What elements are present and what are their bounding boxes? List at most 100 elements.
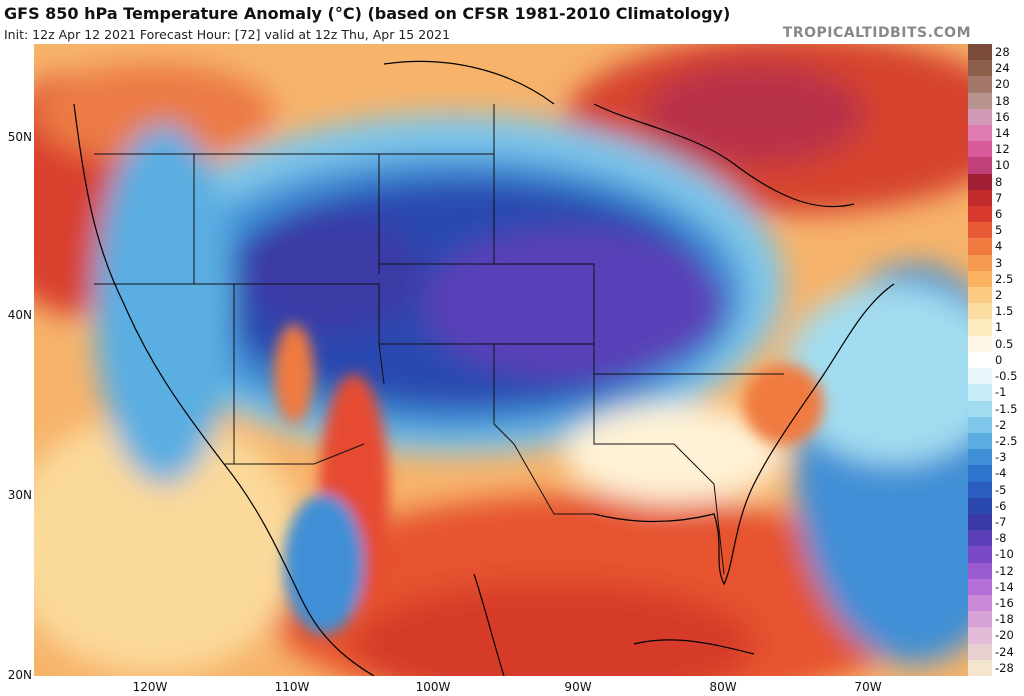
legend-item: -14 xyxy=(968,578,1024,595)
legend-item: 12 xyxy=(968,141,1024,158)
legend-label: -8 xyxy=(995,531,1007,546)
legend-label: 18 xyxy=(995,93,1010,108)
legend-item: 2 xyxy=(968,287,1024,304)
legend-swatch xyxy=(968,141,992,158)
legend-label: 7 xyxy=(995,190,1003,205)
legend-label: -7 xyxy=(995,514,1007,529)
color-legend: 28 24 20 18 16 14 12 10 8 7 6 5 4 3 2.5 2 1.5 1 0.5 0 -0.5 -1… xyxy=(968,44,1024,676)
legend-item: 6 xyxy=(968,206,1024,223)
legend-label: 1 xyxy=(995,320,1003,335)
legend-label: 2.5 xyxy=(995,271,1014,286)
legend-swatch xyxy=(968,481,992,498)
legend-swatch xyxy=(968,578,992,595)
legend-swatch xyxy=(968,206,992,223)
legend-label: 4 xyxy=(995,239,1003,254)
legend-swatch xyxy=(968,351,992,369)
legend-item: -0.5 xyxy=(968,368,1024,385)
legend-item: 18 xyxy=(968,92,1024,109)
legend-label: 10 xyxy=(995,158,1010,173)
legend-item: -7 xyxy=(968,513,1024,531)
legend-swatch xyxy=(968,254,992,271)
legend-label: 3 xyxy=(995,255,1003,270)
legend-item: -28 xyxy=(968,659,1024,676)
legend-label: -2 xyxy=(995,417,1007,432)
legend-item: 0.5 xyxy=(968,335,1024,352)
legend-label: -16 xyxy=(995,595,1014,610)
legend-item: 1.5 xyxy=(968,303,1024,320)
legend-label: -1 xyxy=(995,385,1007,400)
brand-watermark: TROPICALTIDBITS.COM xyxy=(782,25,971,41)
legend-swatch xyxy=(968,44,992,61)
legend-item: 14 xyxy=(968,125,1024,142)
legend-item: -8 xyxy=(968,530,1024,547)
legend-swatch xyxy=(968,432,992,450)
legend-label: 0 xyxy=(995,352,1003,367)
legend-label: 28 xyxy=(995,45,1010,59)
header: GFS 850 hPa Temperature Anomaly (°C) (ba… xyxy=(0,0,1024,44)
legend-item: -6 xyxy=(968,497,1024,514)
legend-item: -2.5 xyxy=(968,432,1024,450)
legend-label: -4 xyxy=(995,466,1007,481)
legend-label: -20 xyxy=(995,628,1014,643)
legend-label: 16 xyxy=(995,109,1010,124)
legend-swatch xyxy=(968,562,992,579)
lon-label: 90W xyxy=(564,680,592,694)
lon-label: 120W xyxy=(132,680,168,694)
legend-label: 5 xyxy=(995,223,1003,238)
legend-swatch xyxy=(968,335,992,352)
legend-label: -10 xyxy=(995,547,1014,562)
legend-item: 4 xyxy=(968,238,1024,255)
legend-item: -18 xyxy=(968,611,1024,628)
legend-label: 20 xyxy=(995,77,1010,92)
legend-label: -12 xyxy=(995,563,1014,578)
legend-label: 8 xyxy=(995,174,1003,189)
legend-label: -3 xyxy=(995,450,1007,465)
legend-label: 14 xyxy=(995,126,1010,141)
legend-item: -20 xyxy=(968,627,1024,644)
legend-item: 20 xyxy=(968,76,1024,93)
legend-swatch xyxy=(968,659,992,676)
legend-swatch xyxy=(968,400,992,417)
legend-item: -24 xyxy=(968,643,1024,660)
legend-label: -14 xyxy=(995,579,1014,594)
legend-label: 24 xyxy=(995,61,1010,76)
legend-item: 16 xyxy=(968,108,1024,126)
legend-item: -4 xyxy=(968,465,1024,482)
legend-label: 6 xyxy=(995,207,1003,222)
legend-label: 0.5 xyxy=(995,336,1014,351)
legend-swatch xyxy=(968,449,992,466)
legend-swatch xyxy=(968,222,992,239)
legend-item: -16 xyxy=(968,594,1024,612)
legend-swatch xyxy=(968,157,992,174)
lon-label: 100W xyxy=(415,680,451,694)
state-borders xyxy=(94,104,784,575)
legend-item: 3 xyxy=(968,254,1024,271)
legend-swatch xyxy=(968,303,992,320)
legend-label: 1.5 xyxy=(995,304,1014,319)
legend-swatch xyxy=(968,270,992,288)
legend-item: 0 xyxy=(968,351,1024,369)
legend-label: -2.5 xyxy=(995,433,1018,448)
legend-swatch xyxy=(968,108,992,126)
legend-item: 8 xyxy=(968,173,1024,190)
legend-item: -5 xyxy=(968,481,1024,498)
legend-label: -24 xyxy=(995,644,1014,659)
legend-swatch xyxy=(968,92,992,109)
coastlines xyxy=(73,60,895,676)
lat-label: 40N xyxy=(7,308,32,322)
legend-swatch xyxy=(968,594,992,612)
lat-label: 30N xyxy=(7,488,32,502)
legend-swatch xyxy=(968,384,992,401)
longitude-axis: 120W 110W 100W 90W 80W 70W xyxy=(0,676,1024,696)
legend-swatch xyxy=(968,416,992,433)
lat-label: 50N xyxy=(7,130,32,144)
anomaly-map xyxy=(34,44,968,676)
legend-label: -18 xyxy=(995,612,1014,627)
legend-label: -5 xyxy=(995,482,1007,497)
legend-label: -0.5 xyxy=(995,369,1018,384)
latitude-axis: 50N 40N 30N 20N xyxy=(0,0,34,696)
legend-item: 24 xyxy=(968,60,1024,77)
legend-swatch xyxy=(968,530,992,547)
legend-swatch xyxy=(968,497,992,514)
legend-swatch xyxy=(968,627,992,644)
